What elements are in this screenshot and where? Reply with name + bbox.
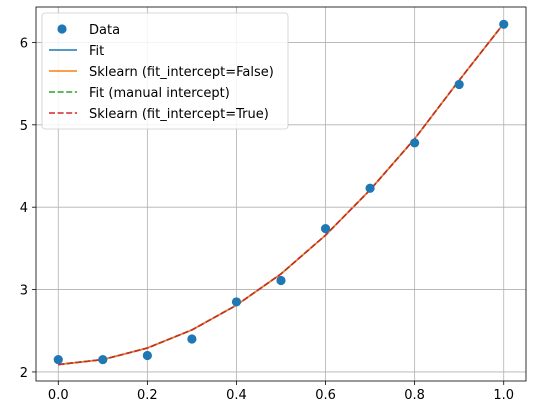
data-point [320, 223, 331, 234]
x-tick-label: 0.6 [315, 388, 336, 403]
data-point [410, 138, 420, 148]
axes-frame [35, 6, 527, 382]
y-tick-label: 2 [20, 366, 28, 381]
y-tick-label: 6 [20, 36, 28, 51]
legend-label: Sklearn (fit_intercept=True) [89, 107, 269, 122]
y-tick-label: 5 [20, 119, 28, 134]
y-tick-label: 4 [20, 201, 28, 216]
data-point [187, 334, 197, 344]
data-point [365, 183, 375, 193]
data-point [499, 19, 509, 29]
legend-label: Fit [89, 44, 104, 59]
x-tick-label: 1.0 [493, 388, 514, 403]
x-tick-label: 0.4 [226, 388, 247, 403]
series-line-sklearn-fit-intercept-true [58, 22, 505, 366]
x-tick-label: 0.8 [404, 388, 425, 403]
y-tick-label: 3 [20, 284, 28, 299]
x-tick-label: 0.2 [137, 388, 158, 403]
legend-label: Sklearn (fit_intercept=False) [89, 65, 274, 80]
data-point [142, 350, 152, 361]
legend-label: Fit (manual intercept) [89, 86, 230, 101]
axis-ticks: 0.0 0.2 0.4 0.6 0.8 1.0 2 3 4 5 6 [20, 36, 514, 403]
legend-box [41, 12, 289, 130]
scatter-points [53, 19, 509, 365]
legend: Data Fit Sklearn (fit_intercept=False) Fit … [41, 12, 289, 130]
x-tick-label: 0.0 [48, 388, 69, 403]
data-point [53, 354, 63, 365]
data-point [454, 79, 464, 90]
series-lines [58, 22, 505, 366]
legend-label: Data [89, 23, 120, 38]
data-point [231, 297, 242, 307]
legend-marker [57, 24, 67, 34]
data-point [276, 275, 286, 286]
data-point [98, 354, 108, 365]
